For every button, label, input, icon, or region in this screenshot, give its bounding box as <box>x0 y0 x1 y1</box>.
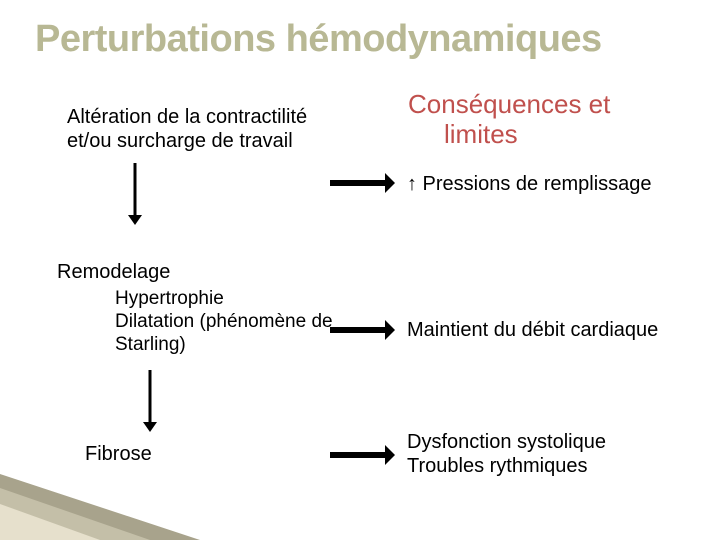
corner-ribbon-icon <box>0 460 200 540</box>
arrow-right-3 <box>0 0 720 540</box>
slide-canvas: Perturbations hémodynamiques Altération … <box>0 0 720 540</box>
